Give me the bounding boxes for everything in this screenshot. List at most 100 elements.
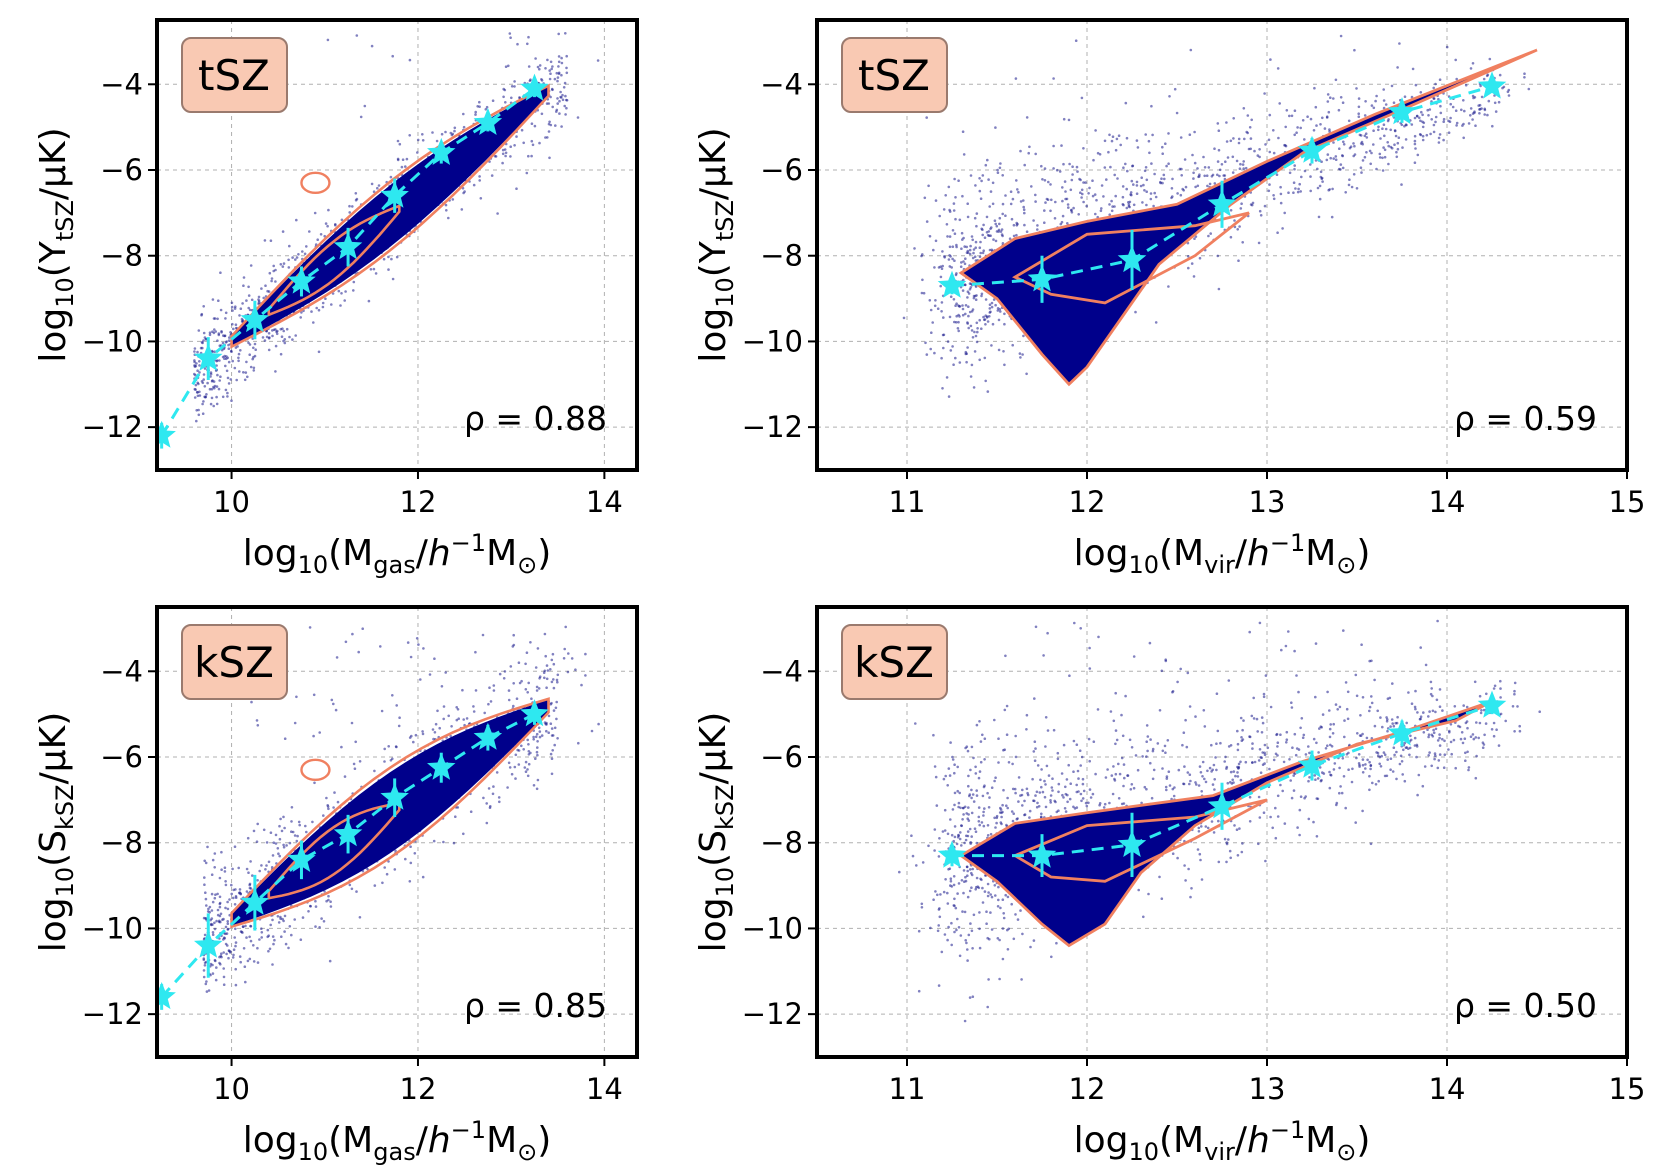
data-point: [972, 756, 975, 760]
data-point: [215, 385, 219, 388]
data-point: [549, 722, 553, 725]
data-point: [1025, 372, 1028, 376]
data-point: [303, 252, 307, 256]
data-point: [462, 718, 466, 721]
data-point: [252, 829, 256, 833]
data-point: [1128, 738, 1132, 742]
data-point: [1176, 192, 1179, 195]
data-point: [969, 282, 973, 286]
data-point: [279, 915, 282, 919]
data-point: [1339, 34, 1343, 38]
data-point: [1026, 793, 1030, 797]
data-point: [329, 900, 332, 903]
data-point: [961, 313, 965, 317]
data-point: [1006, 796, 1009, 800]
data-point: [454, 815, 457, 818]
data-point: [552, 662, 556, 666]
x-tick-label: 15: [1609, 485, 1646, 519]
data-point: [1293, 133, 1296, 137]
data-point: [232, 327, 235, 331]
data-point: [953, 791, 957, 795]
data-point: [1034, 794, 1037, 797]
data-point: [1370, 701, 1374, 705]
data-point: [1347, 119, 1351, 123]
data-point: [1079, 178, 1082, 182]
data-point: [1421, 138, 1425, 142]
data-point: [287, 946, 290, 950]
data-point: [391, 277, 395, 281]
data-point: [507, 689, 511, 692]
data-point: [991, 181, 995, 185]
data-point: [1384, 103, 1388, 106]
data-point: [955, 302, 958, 306]
data-point: [1018, 352, 1022, 355]
data-point: [276, 329, 279, 333]
data-point: [216, 913, 220, 917]
data-point: [277, 852, 280, 855]
data-point: [1297, 187, 1300, 191]
data-point: [256, 879, 259, 882]
data-point: [1005, 733, 1009, 736]
data-point: [1331, 187, 1334, 191]
data-point: [975, 294, 978, 297]
data-point: [279, 817, 282, 821]
data-point: [1449, 102, 1452, 106]
data-point: [1375, 94, 1378, 98]
data-point: [270, 277, 274, 280]
data-point: [224, 925, 228, 929]
data-point: [1368, 705, 1372, 709]
data-point: [509, 665, 513, 668]
data-point: [941, 264, 944, 268]
data-point: [1182, 189, 1185, 192]
data-point: [1194, 185, 1197, 189]
data-point: [942, 208, 946, 211]
data-point: [513, 80, 516, 83]
data-point: [1354, 821, 1357, 824]
data-point: [1378, 152, 1382, 156]
data-point: [1452, 738, 1456, 742]
data-point: [1127, 201, 1130, 204]
data-point: [202, 339, 205, 342]
data-point: [1368, 774, 1371, 778]
data-point: [984, 298, 988, 301]
data-point: [540, 112, 544, 116]
data-point: [1300, 717, 1304, 720]
data-point: [962, 260, 965, 263]
data-point: [1316, 186, 1320, 190]
data-point: [1192, 275, 1196, 278]
data-point: [975, 321, 979, 325]
data-point: [951, 257, 954, 261]
data-point: [946, 235, 949, 238]
data-point: [432, 839, 436, 843]
data-point: [1462, 99, 1465, 102]
data-point: [1198, 256, 1202, 260]
data-point: [257, 298, 260, 301]
data-point: [1145, 724, 1149, 727]
contour-inner: [1012, 211, 1250, 305]
data-point: [1332, 157, 1335, 160]
data-point: [462, 191, 465, 195]
data-point: [1358, 734, 1362, 737]
data-point: [280, 335, 284, 339]
data-point: [553, 743, 556, 747]
data-point: [304, 824, 307, 828]
data-point: [527, 750, 531, 753]
data-point: [952, 209, 956, 212]
data-point: [257, 295, 261, 299]
data-point: [507, 761, 511, 765]
data-point: [219, 375, 222, 379]
data-point: [963, 1019, 967, 1023]
data-point: [1102, 195, 1105, 198]
data-point: [247, 294, 251, 297]
data-point: [565, 71, 569, 75]
data-point: [436, 709, 439, 713]
data-point: [1318, 766, 1322, 769]
data-point: [1493, 101, 1497, 105]
data-point: [224, 317, 227, 320]
data-point: [1054, 200, 1057, 204]
data-point: [1523, 72, 1526, 75]
data-point: [543, 721, 547, 724]
data-point: [1344, 191, 1347, 194]
data-point: [1189, 779, 1192, 783]
data-point: [597, 722, 600, 726]
